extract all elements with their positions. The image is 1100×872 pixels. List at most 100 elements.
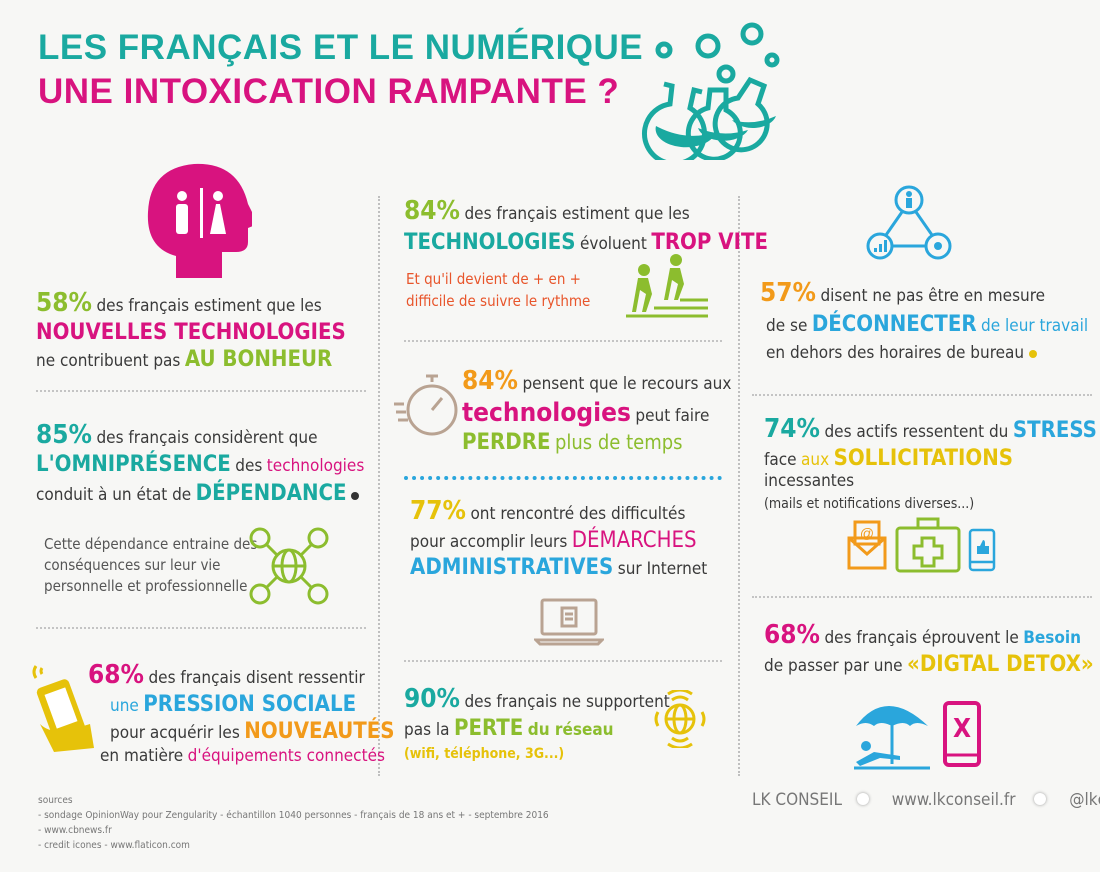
- stat-74-line1: des actifs ressentent du: [824, 422, 1009, 442]
- stat-85-block: 85% des français considèrent que L'OMNIP…: [36, 420, 377, 506]
- stat-74-line2b: aux: [801, 450, 830, 470]
- stat-84b-line1: pensent que le recours aux: [522, 374, 732, 394]
- laptop-icon: [534, 596, 604, 646]
- stat-68a-line4b: d'équipements connectés: [187, 746, 385, 766]
- separator: [36, 627, 366, 629]
- stat-85-note-line3: personnelle et professionnelle: [44, 577, 248, 595]
- stat-85-note-line1: Cette dépendance entraine des: [44, 535, 258, 553]
- stat-84a-block: 84% des français estiment que les TECHNO…: [404, 196, 768, 255]
- separator: [404, 660, 722, 662]
- globe-signal-icon: [644, 690, 716, 748]
- stat-74-line1b: STRESS: [1012, 418, 1097, 443]
- stat-85-line3b: DÉPENDANCE: [195, 481, 347, 506]
- bullet-icon: [1034, 793, 1047, 805]
- stat-84a-note-line1: Et qu'il devient de + en +: [406, 270, 581, 288]
- separator: [404, 340, 722, 342]
- stat-84b-line2a: technologies: [462, 398, 631, 428]
- stat-74-line2d: incessantes: [764, 471, 855, 491]
- stat-68b-pct: 68%: [764, 620, 820, 650]
- stat-90-line3: (wifi, téléphone, 3G...): [404, 746, 565, 762]
- stat-84a-line2b: évoluent: [579, 234, 647, 254]
- stat-85-note: Cette dépendance entraine des conséquenc…: [44, 534, 257, 597]
- stat-85-line2b: des: [235, 456, 263, 476]
- title-line-2: UNE INTOXICATION RAMPANTE ?: [38, 72, 620, 111]
- stat-68b-line1: des français éprouvent le: [824, 628, 1019, 648]
- stat-84b-line3a: PERDRE: [462, 430, 551, 455]
- stat-85-line3a: conduit à un état de: [36, 485, 192, 505]
- stat-90-line2c: du réseau: [527, 720, 614, 740]
- stat-77-pct: 77%: [410, 496, 466, 526]
- bullet-icon: [856, 793, 869, 805]
- stat-84a-line2a: TECHNOLOGIES: [404, 230, 576, 255]
- stat-84a-note-line2: difficile de suivre le rythme: [406, 292, 591, 310]
- sources: sources - sondage OpinionWay pour Zengul…: [38, 793, 549, 853]
- stat-68b-line2a: de passer par une: [764, 656, 903, 676]
- stat-68a-line2a: une: [110, 696, 139, 716]
- stat-68a-line1: des français disent ressentir: [148, 668, 365, 688]
- source-2: - www.cbnews.fr: [38, 825, 112, 836]
- stat-68a-line2b: PRESSION SOCIALE: [143, 692, 357, 717]
- stat-68b-line1b: Besoin: [1023, 628, 1081, 648]
- flasks-icon: [640, 20, 800, 160]
- first-aid-kit-icon: [894, 516, 962, 574]
- stat-74-line2a: face: [764, 450, 797, 470]
- brand-name: LK CONSEIL: [752, 790, 842, 810]
- phone-x-label: X: [952, 714, 972, 744]
- phone-like-icon: [968, 528, 996, 572]
- source-1: - sondage OpinionWay pour Zengularity - …: [38, 810, 549, 821]
- stat-74-block: 74% des actifs ressentent du STRESS face…: [764, 414, 1100, 513]
- stat-68a-line4a: en matière: [100, 746, 184, 766]
- divider-right: [738, 196, 740, 776]
- stat-84a-note: Et qu'il devient de + en + difficile de …: [406, 268, 590, 312]
- email-icon: @: [846, 516, 888, 572]
- separator: [752, 394, 1092, 396]
- stat-90-line2a: pas la: [404, 720, 450, 740]
- stat-84a-pct: 84%: [404, 196, 460, 226]
- stat-90-line1: des français ne supportent: [464, 692, 670, 712]
- stat-68b-block: 68% des français éprouvent le Besoin de …: [764, 620, 1094, 677]
- stat-57-line1: disent ne pas être en mesure: [820, 286, 1046, 306]
- stat-58-line4: AU BONHEUR: [184, 347, 333, 372]
- stat-77-line2a: pour accomplir leurs: [410, 532, 568, 552]
- stat-84b-pct: 84%: [462, 366, 518, 396]
- stat-84b-block: 84% pensent que le recours aux technolog…: [462, 366, 731, 455]
- climbing-people-icon: [624, 252, 710, 320]
- stat-85-line2c: technologies: [266, 456, 365, 476]
- stat-68b-line2b: «DIGTAL DETOX»: [907, 652, 1094, 677]
- footer-brand-row: LK CONSEIL www.lkconseil.fr @lkconseil: [752, 790, 1100, 810]
- stat-84b-line2b: peut faire: [635, 406, 710, 426]
- stat-84a-line2c: TROP VITE: [651, 230, 768, 255]
- phone-x-icon: X: [942, 700, 982, 768]
- stat-90-pct: 90%: [404, 684, 460, 714]
- stat-90-line2b: PERTE: [453, 716, 524, 741]
- network-person-icon: [864, 184, 954, 264]
- stat-85-line1: des français considèrent que: [96, 428, 318, 448]
- divider-left: [378, 196, 380, 776]
- title-line-1: LES FRANÇAIS ET LE NUMÉRIQUE: [38, 28, 644, 67]
- website-link[interactable]: www.lkconseil.fr: [891, 790, 1016, 810]
- stat-85-note-line2: conséquences sur leur vie: [44, 556, 221, 574]
- stat-58-line1: des français estiment que les: [96, 296, 322, 316]
- stat-57-line2c: de leur travail: [981, 316, 1089, 336]
- stat-90-block: 90% des français ne supportent pas la PE…: [404, 684, 670, 763]
- sources-title: sources: [38, 795, 73, 806]
- stat-68a-block: 68% des français disent ressentir une PR…: [88, 660, 395, 766]
- separator: [36, 390, 366, 392]
- stat-58-block: 58% des français estiment que les NOUVEL…: [36, 288, 346, 372]
- social-handle[interactable]: @lkconseil: [1069, 790, 1100, 810]
- head-toilet-icon: [146, 162, 252, 280]
- stat-84a-line1: des français estiment que les: [464, 204, 690, 224]
- stat-57-line3: en dehors des horaires de bureau: [766, 343, 1025, 363]
- source-3: - credit icones - www.flaticon.com: [38, 840, 190, 851]
- stat-74-line2c: SOLLICITATIONS: [833, 446, 1014, 471]
- stat-68a-line3a: pour acquérir les: [110, 723, 240, 743]
- stat-74-line3: (mails et notifications diverses...): [764, 496, 975, 512]
- stat-77-line1: ont rencontré des difficultés: [470, 504, 686, 524]
- stat-57-line2a: de se: [766, 316, 808, 336]
- stat-85-line2a: L'OMNIPRÉSENCE: [36, 452, 231, 477]
- stat-84b-line3b: plus de temps: [554, 430, 683, 454]
- hand-phone-icon: [30, 664, 100, 754]
- stat-58-pct: 58%: [36, 288, 92, 318]
- stat-85-pct: 85%: [36, 420, 92, 450]
- beach-umbrella-icon: [852, 690, 932, 770]
